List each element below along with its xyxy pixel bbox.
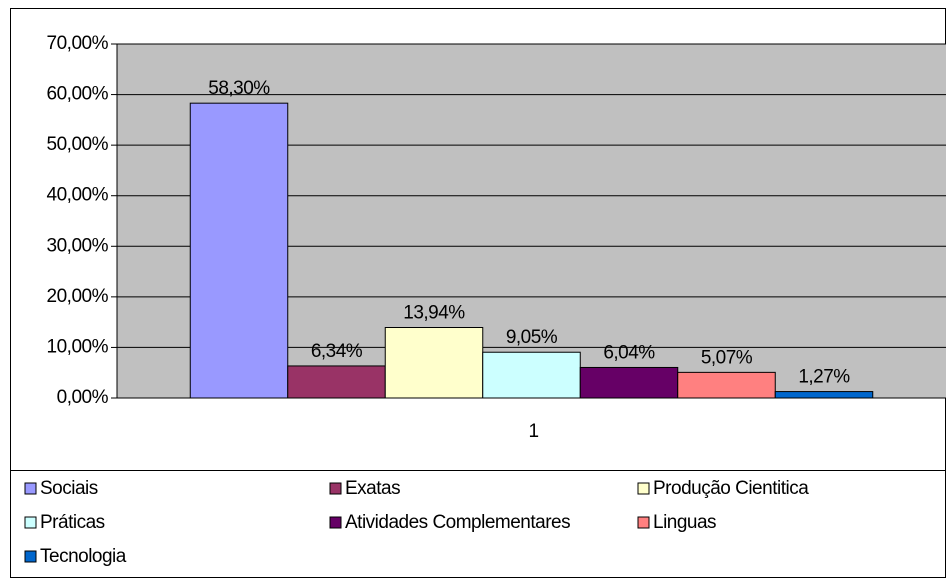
y-tick-label: 70,00%	[47, 33, 109, 54]
y-tick-label: 40,00%	[47, 185, 109, 206]
data-label: 1,27%	[798, 367, 850, 388]
y-tick-label: 50,00%	[47, 134, 109, 155]
legend-swatch	[329, 482, 342, 495]
data-label: 58,30%	[208, 78, 270, 99]
y-tick-label: 0,00%	[57, 387, 109, 408]
legend-swatch	[329, 516, 342, 529]
bar	[482, 351, 581, 399]
legend-label: Práticas	[40, 512, 105, 533]
data-label: 9,05%	[506, 327, 558, 348]
legend-label: Atividades Complementares	[345, 512, 570, 533]
data-label: 13,94%	[403, 303, 465, 324]
data-label: 5,07%	[701, 347, 753, 368]
legend-label: Produção Cientitica	[653, 478, 809, 499]
x-tick-label: 1	[528, 421, 538, 442]
legend-label: Sociais	[40, 478, 98, 499]
y-tick-label: 60,00%	[47, 84, 109, 105]
bar	[677, 371, 776, 399]
legend-swatch	[637, 482, 650, 495]
y-tick-label: 30,00%	[47, 235, 109, 256]
data-label: 6,34%	[311, 341, 363, 362]
legend-swatch	[637, 516, 650, 529]
y-tick-label: 10,00%	[47, 336, 109, 357]
legend-border	[10, 470, 946, 578]
legend-label: Tecnologia	[40, 546, 127, 567]
bar	[287, 365, 386, 399]
bar	[384, 327, 484, 399]
y-tick-label: 20,00%	[47, 286, 109, 307]
legend-swatch	[24, 516, 37, 529]
bar	[774, 391, 874, 399]
legend-label: Linguas	[653, 512, 716, 533]
data-label: 6,04%	[603, 342, 655, 363]
legend-swatch	[24, 550, 37, 563]
bar	[579, 366, 679, 399]
legend-label: Exatas	[345, 478, 400, 499]
legend-swatch	[24, 482, 37, 495]
bar	[189, 102, 289, 399]
